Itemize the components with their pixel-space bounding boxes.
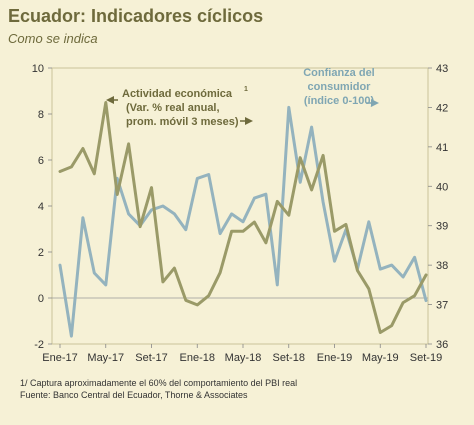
annotation-actividad-superscript: 1: [244, 86, 248, 93]
y-right-tick-label: 38: [436, 260, 448, 272]
chart-subtitle: Como se indica: [8, 31, 98, 46]
annotation-confianza-line1: Confianza del: [303, 67, 375, 79]
arrow-actividad-right-head: [245, 117, 253, 125]
annotation-actividad-line3: prom. móvil 3 meses): [126, 116, 239, 128]
y-left-tick-label: 2: [38, 247, 44, 259]
annotation-confianza-line2: consumidor: [308, 81, 372, 93]
y-right-tick-label: 36: [436, 339, 448, 351]
y-right-tick-label: 37: [436, 300, 448, 312]
y-right-tick-label: 43: [436, 63, 448, 75]
footnote-1: 1/ Captura aproximadamente el 60% del co…: [20, 378, 298, 388]
y-left-tick-label: -2: [34, 339, 44, 351]
y-right-tick-label: 42: [436, 102, 448, 114]
footnote-source: Fuente: Banco Central del Ecuador, Thorn…: [20, 390, 248, 400]
y-left-tick-label: 8: [38, 109, 44, 121]
y-left-tick-label: 4: [38, 201, 44, 213]
x-tick-label: Ene-19: [317, 352, 352, 364]
arrow-confianza-head: [371, 99, 379, 107]
annotation-actividad-line1: Actividad económica: [122, 88, 233, 100]
x-tick-label: May-17: [87, 352, 124, 364]
arrow-actividad-left-head: [106, 96, 114, 104]
chart-title: Ecuador: Indicadores cíclicos: [8, 6, 264, 26]
x-tick-label: May-19: [362, 352, 399, 364]
y-left-tick-label: 10: [32, 63, 44, 75]
y-right-tick-label: 41: [436, 142, 448, 154]
x-tick-label: Ene-17: [42, 352, 77, 364]
x-tick-label: Set-19: [410, 352, 442, 364]
annotation-actividad-line2: (Var. % real anual,: [126, 102, 220, 114]
x-tick-label: Ene-18: [180, 352, 215, 364]
y-left-tick-label: 0: [38, 293, 44, 305]
y-right-tick-label: 39: [436, 221, 448, 233]
y-left-tick-label: 6: [38, 155, 44, 167]
series-line-confianza: [58, 105, 428, 338]
x-tick-label: Set-17: [135, 352, 167, 364]
annotation-confianza-line3: (índice 0-100): [304, 95, 375, 107]
y-right-tick-label: 40: [436, 181, 448, 193]
series-line-actividad: [58, 101, 428, 334]
x-tick-label: Set-18: [273, 352, 305, 364]
x-tick-label: May-18: [225, 352, 262, 364]
